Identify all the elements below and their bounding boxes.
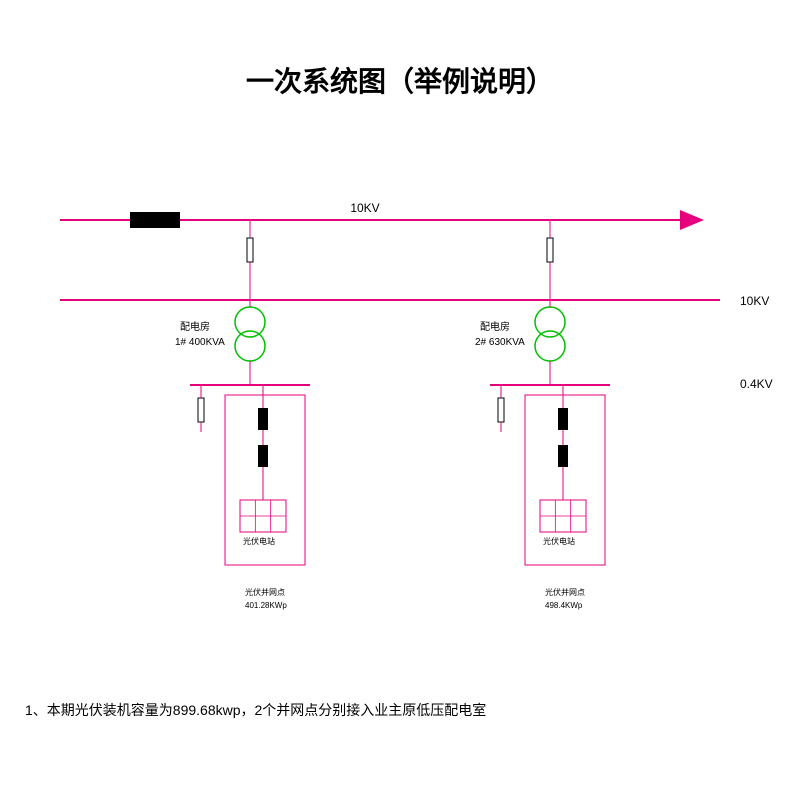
pv-panel-label-1: 光伏电站 <box>543 536 575 546</box>
label-10kv-right: 10KV <box>740 294 769 308</box>
grid-point-label-1: 光伏并网点 <box>545 587 585 597</box>
room-label-0: 配电房 <box>180 320 210 333</box>
transformer-primary-1 <box>535 307 565 337</box>
transformer-secondary-1 <box>535 331 565 361</box>
footnote-text: 1、本期光伏装机容量为899.68kwp，2个并网点分别接入业主原低压配电室 <box>25 700 486 720</box>
top-bus-breaker <box>130 212 180 228</box>
single-line-diagram: 10KV 10KV 0.4KV 配电房 1# 400KVA 光伏电站光伏并网点 401.28… <box>0 0 800 800</box>
fuse-lv-0 <box>198 398 204 422</box>
fuse-lv-1 <box>498 398 504 422</box>
room-label-1: 配电房 <box>480 320 510 333</box>
pv-panel-label-0: 光伏电站 <box>243 536 275 546</box>
kva-label-0: 1# 400KVA <box>175 337 225 348</box>
transformer-primary-0 <box>235 307 265 337</box>
pv-breaker1-1 <box>558 408 568 430</box>
fuse-top-1 <box>547 238 553 262</box>
grid-point-kwp-1: 498.4KWp <box>545 601 583 610</box>
pv-breaker2-0 <box>258 445 268 467</box>
pv-breaker2-1 <box>558 445 568 467</box>
pv-breaker1-0 <box>258 408 268 430</box>
kva-label-1: 2# 630KVA <box>475 337 525 348</box>
grid-point-kwp-0: 401.28KWp <box>245 601 287 610</box>
top-bus-label: 10KV <box>350 201 379 215</box>
fuse-top-0 <box>247 238 253 262</box>
label-04kv-right: 0.4KV <box>740 377 773 391</box>
grid-point-label-0: 光伏并网点 <box>245 587 285 597</box>
transformer-secondary-0 <box>235 331 265 361</box>
